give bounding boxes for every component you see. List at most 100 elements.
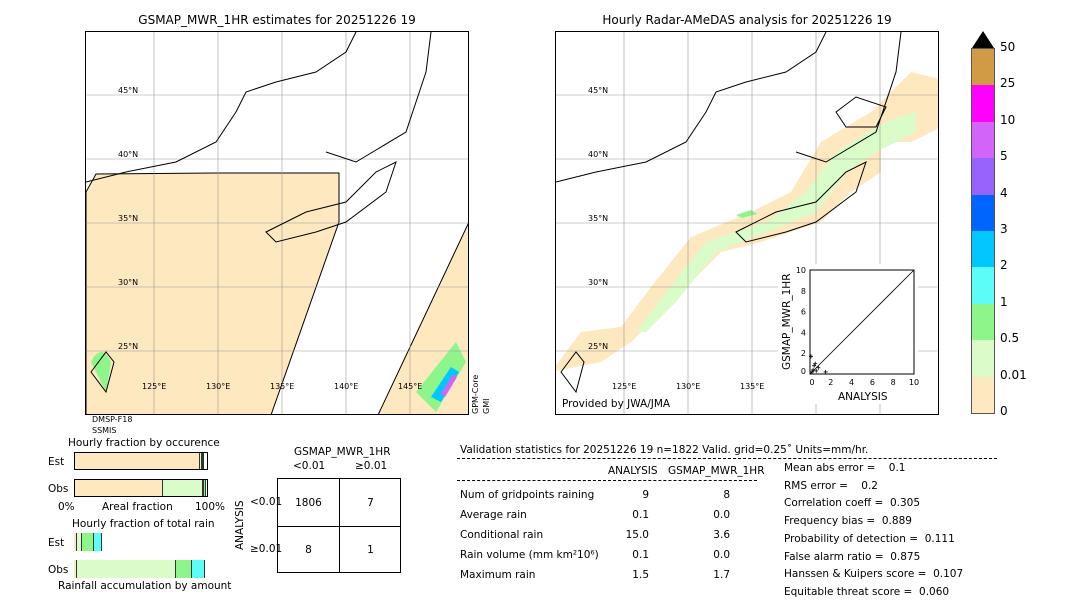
fraction-segment	[204, 480, 206, 496]
colorbar-segment	[972, 121, 994, 159]
colorbar-tick-label: 50	[1000, 40, 1016, 54]
score: RMS error = 0.2	[784, 479, 878, 492]
right-map-title: Hourly Radar-AMeDAS analysis for 2025122…	[602, 13, 892, 27]
y-tick-label: 4	[801, 328, 806, 337]
colorbar-tick-label: 3	[1000, 222, 1008, 236]
obs-label: Obs	[48, 564, 69, 576]
scatter-plot: 00 2 2 4 4 6 6 8 8 10 10	[796, 266, 919, 387]
totalrain-obs-bar	[74, 560, 208, 578]
scatter-point	[809, 354, 814, 359]
lon-label: 145°E	[398, 382, 423, 391]
left-map-canvas	[86, 32, 468, 414]
stat-label: Average rain	[460, 509, 527, 521]
totalrain-est-bar	[74, 533, 208, 551]
scatter-point	[812, 363, 817, 368]
coastlines	[86, 32, 432, 394]
divider	[457, 480, 757, 481]
stats-col-header: GSMAP_MWR_1HR	[668, 465, 765, 477]
stat-label: Conditional rain	[460, 529, 544, 541]
score: Mean abs error = 0.1	[784, 462, 906, 474]
lat-label: 35°N	[118, 214, 139, 223]
est-label: Est	[48, 456, 65, 468]
scatter-point	[810, 369, 815, 374]
stat-analysis: 0.1	[632, 509, 649, 521]
colorbar-tick-label: 4	[1000, 185, 1008, 200]
colorbar-tick-label: 5	[1000, 149, 1008, 164]
swath-dmsp	[86, 172, 340, 414]
lat-label: 45°N	[118, 86, 139, 95]
cell: 1806	[295, 497, 322, 509]
fraction-segment	[203, 480, 205, 496]
stat-label: Rain volume (mm km²10⁶)	[460, 549, 599, 561]
lat-label: 35°N	[588, 214, 609, 223]
lon-label: 125°E	[612, 382, 637, 391]
fraction-segment	[163, 480, 204, 496]
rain-area-light	[556, 72, 938, 371]
scatter-ylabel: GSMAP_MWR_1HR	[781, 273, 793, 370]
occurrence-est-bar	[74, 452, 208, 470]
row-header: ≥0.01	[250, 543, 283, 555]
fraction-segment	[201, 453, 204, 469]
stat-analysis: 1.5	[632, 569, 649, 581]
xtick-0: 0%	[58, 501, 75, 513]
score: Correlation coeff = 0.305	[784, 497, 920, 510]
col-header: ≥0.01	[355, 460, 388, 472]
rain-ocean-max	[441, 374, 457, 397]
fraction-segment	[76, 533, 83, 551]
diagonal-line	[809, 269, 915, 375]
sensor-label: DMSP-F18	[92, 415, 133, 424]
fraction-segment	[75, 480, 164, 496]
cell: 1	[367, 544, 374, 556]
colorbar-segment	[972, 231, 994, 268]
score: False alarm ratio = 0.875	[784, 550, 921, 563]
coastlines	[556, 32, 902, 394]
colorbar-segment	[972, 49, 994, 86]
colorbar-tick-label: 2	[1000, 258, 1008, 273]
rain-ocean	[416, 342, 466, 412]
colorbar-segment	[972, 267, 994, 304]
fraction-segment	[191, 560, 206, 578]
fraction-segment	[203, 453, 205, 469]
score: Hanssen & Kuipers score = 0.107	[784, 568, 964, 581]
colorbar-tick-label: 25	[1000, 76, 1016, 91]
stat-analysis: 0.1	[632, 549, 649, 561]
x-tick-label: 8	[891, 378, 896, 387]
obs-label: Obs	[48, 483, 69, 495]
stat-label: Num of gridpoints raining	[460, 489, 595, 501]
stat-label: Maximum rain	[460, 569, 536, 581]
lon-label: 135°E	[270, 382, 295, 391]
lon-label: 140°E	[334, 382, 359, 391]
col-header: <0.01	[293, 460, 326, 472]
colorbar-segment	[972, 340, 994, 377]
lon-label: 130°E	[676, 382, 701, 391]
x-tick-label: 2	[828, 378, 833, 387]
stat-gsmap: 1.7	[713, 569, 730, 581]
rain-area	[636, 112, 916, 332]
y-tick-label: 8	[801, 287, 806, 296]
divider	[457, 458, 997, 459]
colorbar-segment	[972, 376, 994, 413]
stat-gsmap: 3.6	[713, 529, 730, 541]
left-map	[85, 31, 469, 415]
colorbar	[971, 48, 995, 414]
colorbar-segment	[972, 158, 994, 195]
colorbar-tick-label: 0	[1000, 404, 1008, 418]
contingency-table: 1806 7 8 1	[277, 478, 401, 573]
left-map-title: GSMAP_MWR_1HR estimates for 20251226 19	[138, 13, 416, 27]
colorbar-tick-label: 10	[1000, 112, 1016, 127]
sensor-label: GPM-Core	[471, 374, 480, 414]
scatter-point	[823, 369, 828, 374]
fraction-segment	[75, 453, 201, 469]
lon-label: 135°E	[740, 382, 765, 391]
y-tick-label: 0	[801, 367, 806, 376]
y-tick-label: 10	[796, 266, 806, 275]
fraction-segment	[82, 533, 95, 551]
stat-gsmap: 8	[723, 489, 730, 501]
stat-gsmap: 0.0	[713, 549, 730, 561]
fraction-segment	[74, 533, 77, 551]
scatter-point	[816, 365, 821, 370]
xtick-100: 100%	[195, 501, 226, 513]
fraction-segment	[175, 560, 192, 578]
colorbar-tick-label: 1	[1000, 294, 1008, 309]
row-axis-label: ANALYSIS	[234, 500, 246, 550]
